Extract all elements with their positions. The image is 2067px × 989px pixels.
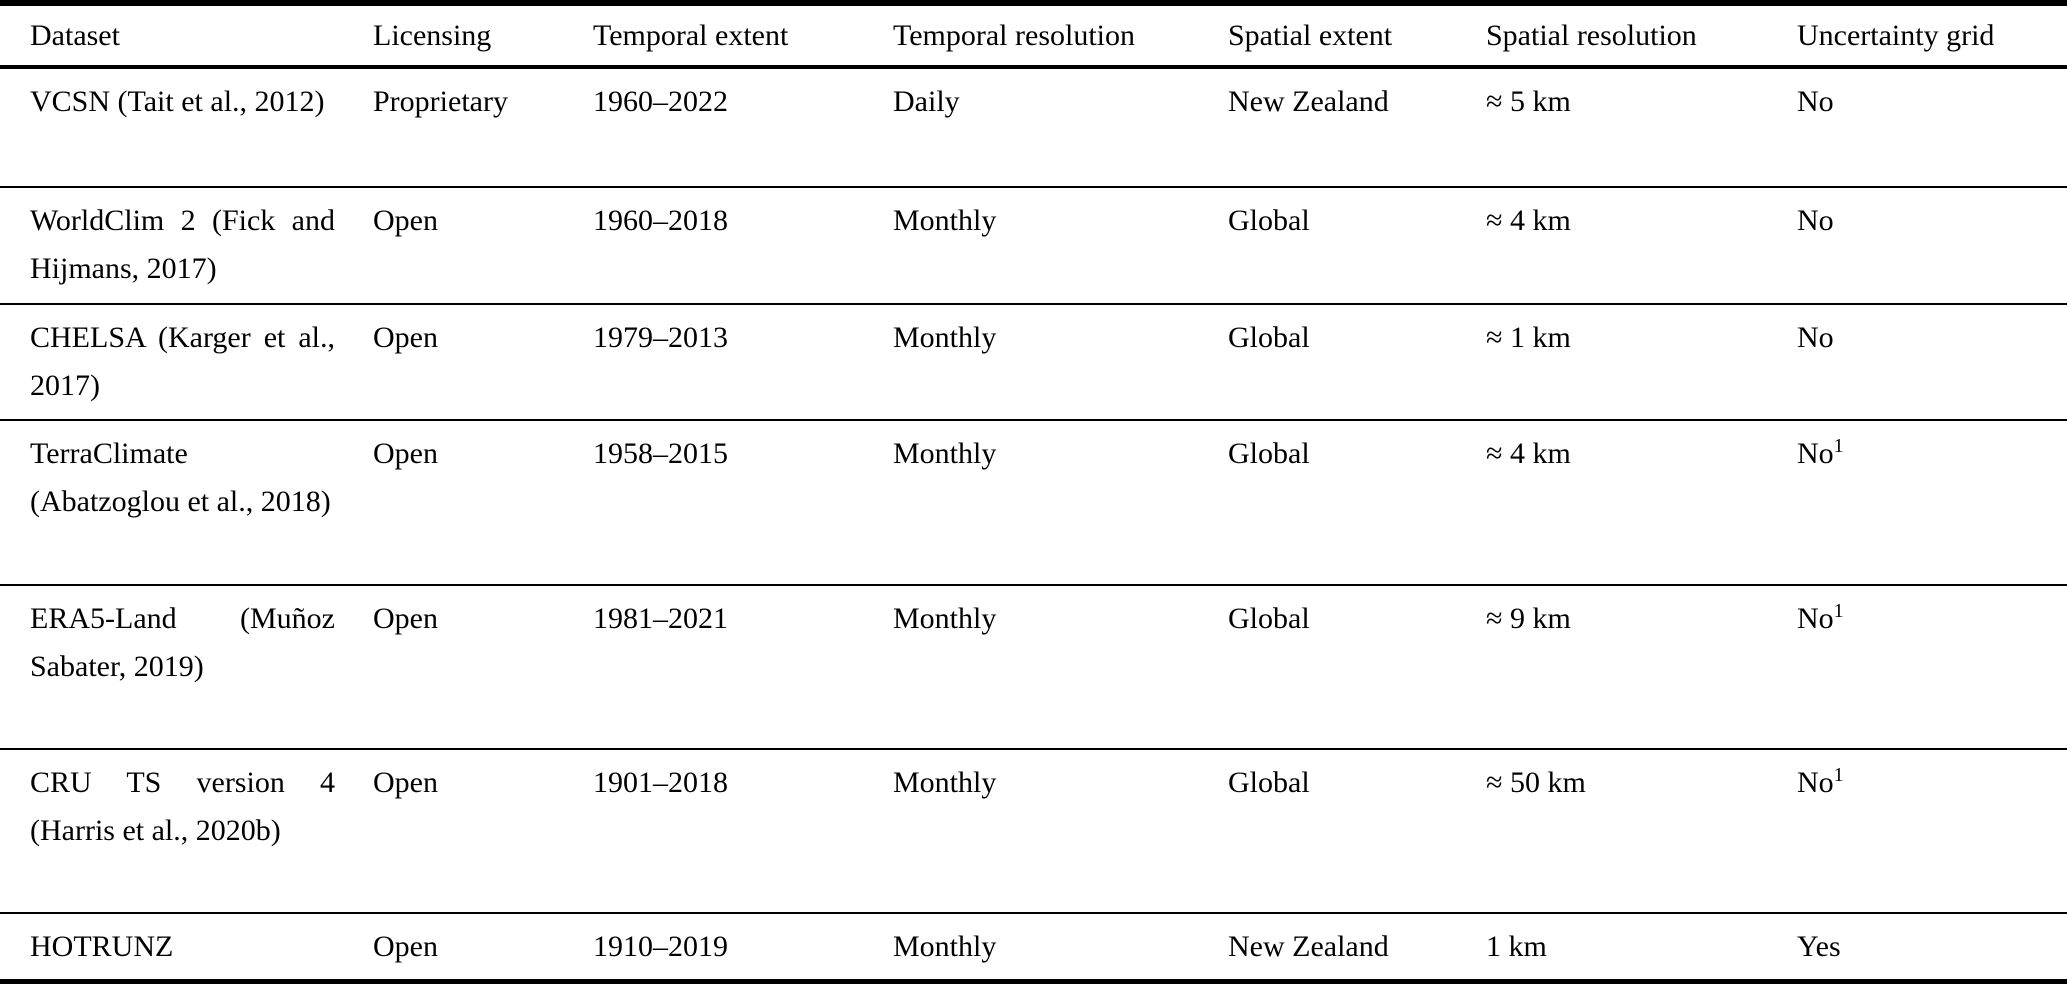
cell-uncertainty-grid: No1 xyxy=(1797,420,2067,585)
uncertainty-value: No xyxy=(1797,602,1834,635)
cell-dataset: HOTRUNZ xyxy=(30,930,174,963)
cell-temporal-resolution: Monthly xyxy=(893,930,997,963)
cell-uncertainty-grid: No1 xyxy=(1797,749,2067,913)
cell-temporal-extent: 1901–2018 xyxy=(593,766,728,799)
table-row: VCSN (Tait et al., 2012) Proprietary 196… xyxy=(0,67,2067,187)
table-row: HOTRUNZ Open 1910–2019 Monthly New Zeala… xyxy=(0,913,2067,981)
cell-spatial-extent: Global xyxy=(1228,321,1310,354)
cell-temporal-extent: 1960–2018 xyxy=(593,204,728,237)
cell-spatial-extent: Global xyxy=(1228,204,1310,237)
uncertainty-value: No xyxy=(1797,85,1834,118)
uncertainty-value: No xyxy=(1797,437,1834,470)
cell-licensing: Open xyxy=(373,321,438,354)
cell-dataset: CRU TS version 4 (Harris et al., 2020b) xyxy=(30,766,335,847)
cell-dataset: CHELSA (Karger et al., 2017) xyxy=(30,321,335,402)
cell-licensing: Open xyxy=(373,602,438,635)
cell-uncertainty-grid: No1 xyxy=(1797,585,2067,749)
uncertainty-value: No xyxy=(1797,204,1834,237)
cell-spatial-extent: Global xyxy=(1228,602,1310,635)
uncertainty-value: No xyxy=(1797,766,1834,799)
cell-temporal-resolution: Monthly xyxy=(893,766,997,799)
cell-spatial-extent: New Zealand xyxy=(1228,930,1389,963)
cell-temporal-resolution: Monthly xyxy=(893,437,997,470)
column-header-dataset: Dataset xyxy=(30,18,120,52)
cell-licensing: Proprietary xyxy=(373,85,508,118)
footnote-marker: 1 xyxy=(1833,764,1844,786)
table-row: WorldClim 2 (Fick and Hijmans, 2017) Ope… xyxy=(0,187,2067,304)
cell-temporal-extent: 1958–2015 xyxy=(593,437,728,470)
cell-uncertainty-grid: No xyxy=(1797,187,2067,304)
cell-spatial-extent: New Zealand xyxy=(1228,85,1389,118)
cell-spatial-extent: Global xyxy=(1228,766,1310,799)
cell-temporal-resolution: Monthly xyxy=(893,602,997,635)
cell-temporal-resolution: Monthly xyxy=(893,204,997,237)
cell-spatial-resolution: ≈ 4 km xyxy=(1486,204,1571,237)
cell-spatial-extent: Global xyxy=(1228,437,1310,470)
table-row: TerraClimate (Abatzoglou et al., 2018) O… xyxy=(0,420,2067,585)
table-row: CHELSA (Karger et al., 2017) Open 1979–2… xyxy=(0,304,2067,420)
table-row: CRU TS version 4 (Harris et al., 2020b) … xyxy=(0,749,2067,913)
cell-licensing: Open xyxy=(373,437,438,470)
cell-licensing: Open xyxy=(373,766,438,799)
cell-licensing: Open xyxy=(373,204,438,237)
cell-spatial-resolution: 1 km xyxy=(1486,930,1547,963)
column-header-spatial-resolution: Spatial resolution xyxy=(1486,18,1697,52)
cell-temporal-extent: 1979–2013 xyxy=(593,321,728,354)
column-header-temporal-extent: Temporal extent xyxy=(593,18,789,52)
cell-spatial-resolution: ≈ 9 km xyxy=(1486,602,1571,635)
cell-dataset: VCSN (Tait et al., 2012) xyxy=(30,85,325,118)
cell-spatial-resolution: ≈ 4 km xyxy=(1486,437,1571,470)
cell-uncertainty-grid: Yes xyxy=(1797,913,2067,981)
column-header-uncertainty-grid: Uncertainty grid xyxy=(1797,18,1995,52)
footnote-marker: 1 xyxy=(1833,600,1844,622)
column-header-temporal-resolution: Temporal resolution xyxy=(893,18,1136,52)
column-header-spatial-extent: Spatial extent xyxy=(1228,18,1393,52)
cell-temporal-extent: 1960–2022 xyxy=(593,85,728,118)
header-row: Dataset Licensing Temporal extent Tempor… xyxy=(0,3,2067,67)
table-row: ERA5-Land (Muñoz Sabater, 2019) Open 198… xyxy=(0,585,2067,749)
cell-dataset: TerraClimate (Abatzoglou et al., 2018) xyxy=(30,437,331,518)
cell-spatial-resolution: ≈ 1 km xyxy=(1486,321,1571,354)
cell-dataset: ERA5-Land (Muñoz Sabater, 2019) xyxy=(30,602,335,683)
column-header-licensing: Licensing xyxy=(373,18,492,52)
cell-licensing: Open xyxy=(373,930,438,963)
uncertainty-value: No xyxy=(1797,321,1834,354)
uncertainty-value: Yes xyxy=(1797,930,1841,963)
cell-spatial-resolution: ≈ 50 km xyxy=(1486,766,1586,799)
cell-temporal-extent: 1981–2021 xyxy=(593,602,728,635)
cell-temporal-resolution: Monthly xyxy=(893,321,997,354)
cell-dataset: WorldClim 2 (Fick and Hijmans, 2017) xyxy=(30,204,335,285)
cell-temporal-extent: 1910–2019 xyxy=(593,930,728,963)
cell-spatial-resolution: ≈ 5 km xyxy=(1486,85,1571,118)
cell-uncertainty-grid: No xyxy=(1797,304,2067,420)
cell-temporal-resolution: Daily xyxy=(893,85,960,118)
footnote-marker: 1 xyxy=(1833,435,1844,457)
cell-uncertainty-grid: No xyxy=(1797,67,2067,187)
